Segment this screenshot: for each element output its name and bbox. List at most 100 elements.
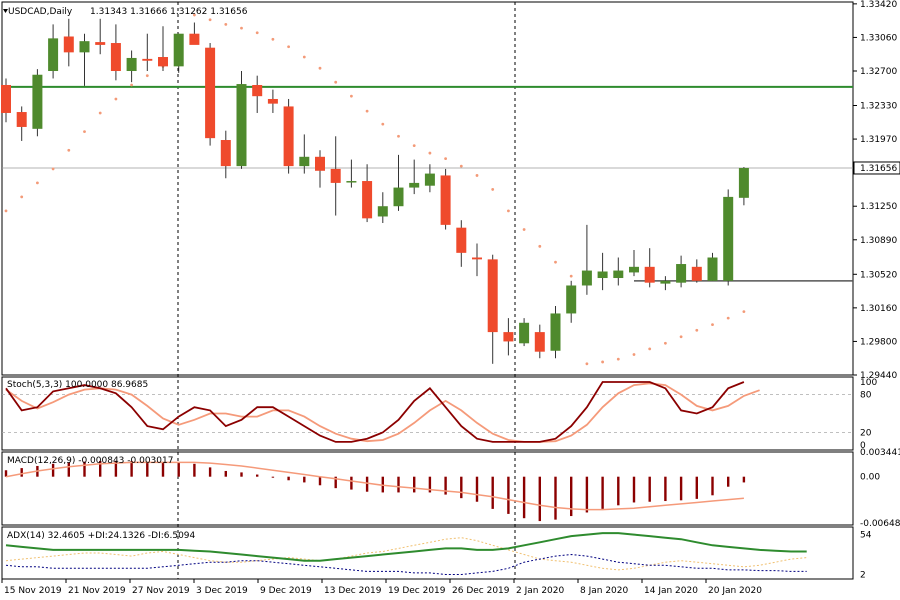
candle-body[interactable] — [472, 257, 482, 260]
candle-body[interactable] — [487, 259, 498, 333]
macd-histogram-bar[interactable] — [679, 476, 683, 501]
macd-histogram-bar[interactable] — [318, 476, 322, 486]
adx-line[interactable] — [5, 532, 807, 562]
candle-body[interactable] — [79, 41, 90, 53]
candle-body[interactable] — [173, 33, 184, 67]
macd-histogram-bar[interactable] — [177, 462, 180, 477]
candle-body[interactable] — [1, 84, 11, 113]
macd-histogram-bar[interactable] — [475, 476, 479, 502]
candle-body[interactable] — [267, 98, 278, 104]
macd-histogram-bar[interactable] — [224, 470, 227, 477]
candle-body[interactable] — [503, 332, 514, 342]
candle-body[interactable] — [613, 270, 624, 279]
candle-body[interactable] — [126, 57, 137, 72]
candle-body[interactable] — [707, 257, 718, 281]
macd-histogram-bar[interactable] — [256, 474, 259, 477]
candle-body[interactable] — [315, 156, 325, 171]
macd-histogram-bar[interactable] — [193, 463, 196, 477]
candle-body[interactable] — [440, 175, 451, 225]
candle-body[interactable] — [629, 266, 639, 273]
candle-body[interactable] — [236, 84, 247, 167]
macd-histogram-bar[interactable] — [617, 476, 620, 506]
macd-histogram-bar[interactable] — [601, 476, 604, 509]
macd-histogram-bar[interactable] — [130, 460, 133, 477]
macd-signal-line[interactable] — [5, 461, 744, 511]
macd-histogram-bar[interactable] — [491, 476, 494, 509]
macd-histogram-bar[interactable] — [397, 476, 400, 493]
macd-histogram-bar[interactable] — [99, 460, 102, 477]
macd-histogram-bar[interactable] — [695, 476, 698, 499]
macd-histogram-bar[interactable] — [83, 461, 86, 477]
macd-histogram-bar[interactable] — [632, 476, 636, 503]
candle-body[interactable] — [424, 173, 435, 186]
candle-body[interactable] — [534, 332, 545, 352]
macd-panel[interactable]: MACD(12,26,9) -0.000843 -0.003017 — [4, 456, 746, 522]
stoch-signal-line[interactable] — [5, 382, 760, 443]
macd-histogram-bar[interactable] — [146, 461, 149, 477]
candle-body[interactable] — [299, 156, 310, 167]
candle-body[interactable] — [409, 182, 420, 188]
price-panel[interactable] — [1, 13, 853, 366]
macd-histogram-bar[interactable] — [554, 476, 557, 520]
candle-body[interactable] — [660, 280, 671, 284]
candle-body[interactable] — [566, 285, 577, 314]
candle-body[interactable] — [393, 187, 404, 207]
macd-histogram-bar[interactable] — [460, 476, 463, 499]
candle-body[interactable] — [676, 264, 687, 283]
candle-body[interactable] — [738, 167, 749, 198]
candle-body[interactable] — [456, 227, 467, 253]
macd-histogram-bar[interactable] — [271, 476, 275, 478]
macd-histogram-bar[interactable] — [570, 476, 573, 517]
macd-histogram-bar[interactable] — [711, 476, 714, 496]
dropdown-triangle-icon[interactable] — [3, 9, 8, 13]
candle-body[interactable] — [16, 112, 27, 127]
candle-body[interactable] — [723, 196, 734, 281]
macd-histogram-bar[interactable] — [51, 463, 55, 477]
macd-histogram-bar[interactable] — [334, 476, 337, 489]
adx-panel[interactable]: ADX(14) 32.4605 +DI:24.1326 -DI:6.5094 — [5, 531, 807, 575]
macd-histogram-bar[interactable] — [727, 476, 730, 487]
stoch-main-line[interactable] — [5, 381, 745, 443]
candle-body[interactable] — [519, 322, 530, 344]
candle-body[interactable] — [189, 33, 200, 45]
macd-histogram-bar[interactable] — [114, 460, 118, 477]
macd-histogram-bar[interactable] — [4, 470, 8, 477]
macd-histogram-bar[interactable] — [240, 472, 243, 477]
candle-body[interactable] — [581, 270, 592, 286]
candle-body[interactable] — [283, 106, 294, 167]
macd-histogram-bar[interactable] — [522, 476, 526, 519]
macd-histogram-bar[interactable] — [287, 476, 290, 481]
macd-histogram-bar[interactable] — [350, 476, 353, 490]
candle-body[interactable] — [377, 206, 388, 217]
minus-di-line[interactable] — [5, 553, 807, 575]
candle-body[interactable] — [32, 74, 43, 129]
macd-histogram-bar[interactable] — [428, 476, 432, 493]
candle-body[interactable] — [346, 181, 357, 183]
candle-body[interactable] — [142, 58, 153, 61]
macd-histogram-bar[interactable] — [161, 462, 165, 477]
stochastic-panel[interactable]: Stoch(5,3,3) 100.0000 86.9685 — [2, 380, 853, 443]
macd-histogram-bar[interactable] — [208, 467, 212, 477]
candle-body[interactable] — [330, 168, 341, 183]
macd-histogram-bar[interactable] — [20, 468, 23, 477]
candle-body[interactable] — [158, 57, 168, 67]
macd-histogram-bar[interactable] — [742, 476, 746, 483]
macd-histogram-bar[interactable] — [365, 476, 369, 492]
candle-body[interactable] — [63, 36, 74, 53]
candle-body[interactable] — [691, 266, 702, 281]
macd-histogram-bar[interactable] — [585, 476, 589, 513]
candle-body[interactable] — [362, 181, 373, 219]
macd-histogram-bar[interactable] — [507, 476, 510, 514]
macd-histogram-bar[interactable] — [413, 476, 416, 493]
macd-histogram-bar[interactable] — [67, 462, 70, 477]
macd-histogram-bar[interactable] — [444, 476, 447, 495]
candle-body[interactable] — [95, 42, 106, 45]
candle-body[interactable] — [205, 47, 216, 139]
macd-histogram-bar[interactable] — [648, 476, 651, 502]
candle-body[interactable] — [550, 313, 561, 351]
candle-body[interactable] — [597, 271, 608, 279]
macd-histogram-bar[interactable] — [538, 476, 541, 522]
candle-body[interactable] — [252, 84, 263, 97]
macd-histogram-bar[interactable] — [303, 476, 306, 483]
